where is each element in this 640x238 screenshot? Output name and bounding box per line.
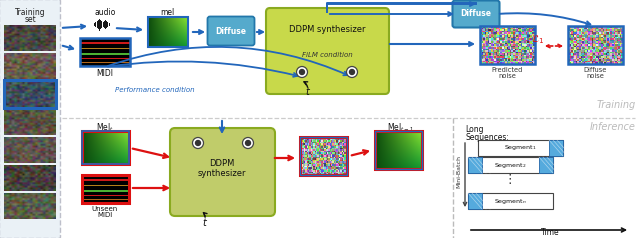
Text: Training: Training bbox=[596, 100, 636, 110]
FancyBboxPatch shape bbox=[207, 16, 255, 45]
Bar bbox=[375, 131, 422, 169]
Circle shape bbox=[243, 138, 253, 149]
Text: Diffuse: Diffuse bbox=[583, 67, 607, 73]
Bar bbox=[478, 140, 563, 156]
Bar bbox=[80, 38, 130, 66]
Text: Diffuse: Diffuse bbox=[461, 10, 492, 19]
Text: noise: noise bbox=[586, 73, 604, 79]
Text: Segment$_1$: Segment$_1$ bbox=[504, 144, 537, 153]
Text: MIDI: MIDI bbox=[97, 69, 113, 78]
Bar bbox=[480, 26, 535, 64]
FancyBboxPatch shape bbox=[266, 8, 389, 94]
Text: Predicted: Predicted bbox=[492, 67, 523, 73]
Text: DDPM: DDPM bbox=[209, 159, 235, 168]
Text: Mel$_{t-1}$: Mel$_{t-1}$ bbox=[387, 122, 413, 134]
Bar bbox=[300, 137, 347, 175]
Text: Mel$_t$: Mel$_t$ bbox=[96, 122, 114, 134]
Text: $t$: $t$ bbox=[305, 85, 311, 97]
FancyBboxPatch shape bbox=[170, 128, 275, 216]
Bar bbox=[468, 157, 553, 173]
Text: $t$: $t$ bbox=[202, 216, 208, 228]
Bar bbox=[375, 131, 422, 169]
Text: FiLM condition: FiLM condition bbox=[301, 52, 353, 58]
Text: audio: audio bbox=[94, 8, 116, 17]
Text: DDPM synthesizer: DDPM synthesizer bbox=[289, 25, 365, 35]
Bar bbox=[4, 80, 56, 108]
FancyBboxPatch shape bbox=[0, 0, 61, 238]
Bar bbox=[148, 17, 188, 47]
Polygon shape bbox=[549, 140, 563, 156]
Polygon shape bbox=[468, 193, 482, 209]
Bar bbox=[568, 26, 623, 64]
Bar bbox=[300, 137, 347, 175]
Circle shape bbox=[246, 140, 250, 145]
FancyBboxPatch shape bbox=[452, 0, 499, 28]
Bar bbox=[468, 193, 553, 209]
Text: Unseen: Unseen bbox=[92, 206, 118, 212]
Text: Mini-Batch: Mini-Batch bbox=[456, 155, 461, 188]
Text: noise: noise bbox=[498, 73, 516, 79]
Polygon shape bbox=[468, 157, 482, 173]
Text: Diffuse: Diffuse bbox=[216, 26, 246, 35]
Circle shape bbox=[346, 66, 358, 78]
Text: Segment$_2$: Segment$_2$ bbox=[494, 160, 527, 169]
Text: Inference: Inference bbox=[590, 122, 636, 132]
Text: synthesizer: synthesizer bbox=[198, 169, 246, 178]
Text: mel: mel bbox=[160, 8, 174, 17]
Text: Sequences:: Sequences: bbox=[465, 133, 509, 142]
Bar bbox=[82, 175, 129, 203]
Circle shape bbox=[300, 69, 305, 74]
Text: Segment$_n$: Segment$_n$ bbox=[494, 197, 527, 205]
Circle shape bbox=[193, 138, 204, 149]
Circle shape bbox=[195, 140, 200, 145]
Bar bbox=[82, 131, 129, 164]
Bar bbox=[82, 131, 129, 164]
Circle shape bbox=[296, 66, 307, 78]
Text: set: set bbox=[24, 15, 36, 24]
Text: MIDI: MIDI bbox=[97, 212, 113, 218]
Text: ⋮: ⋮ bbox=[504, 174, 516, 187]
Text: Time: Time bbox=[541, 228, 559, 237]
Text: Long: Long bbox=[465, 125, 483, 134]
Text: $\mathcal{L}_1$: $\mathcal{L}_1$ bbox=[531, 34, 545, 46]
Text: Training: Training bbox=[15, 8, 45, 17]
Circle shape bbox=[349, 69, 355, 74]
Text: Performance condition: Performance condition bbox=[115, 87, 195, 93]
Polygon shape bbox=[539, 157, 553, 173]
